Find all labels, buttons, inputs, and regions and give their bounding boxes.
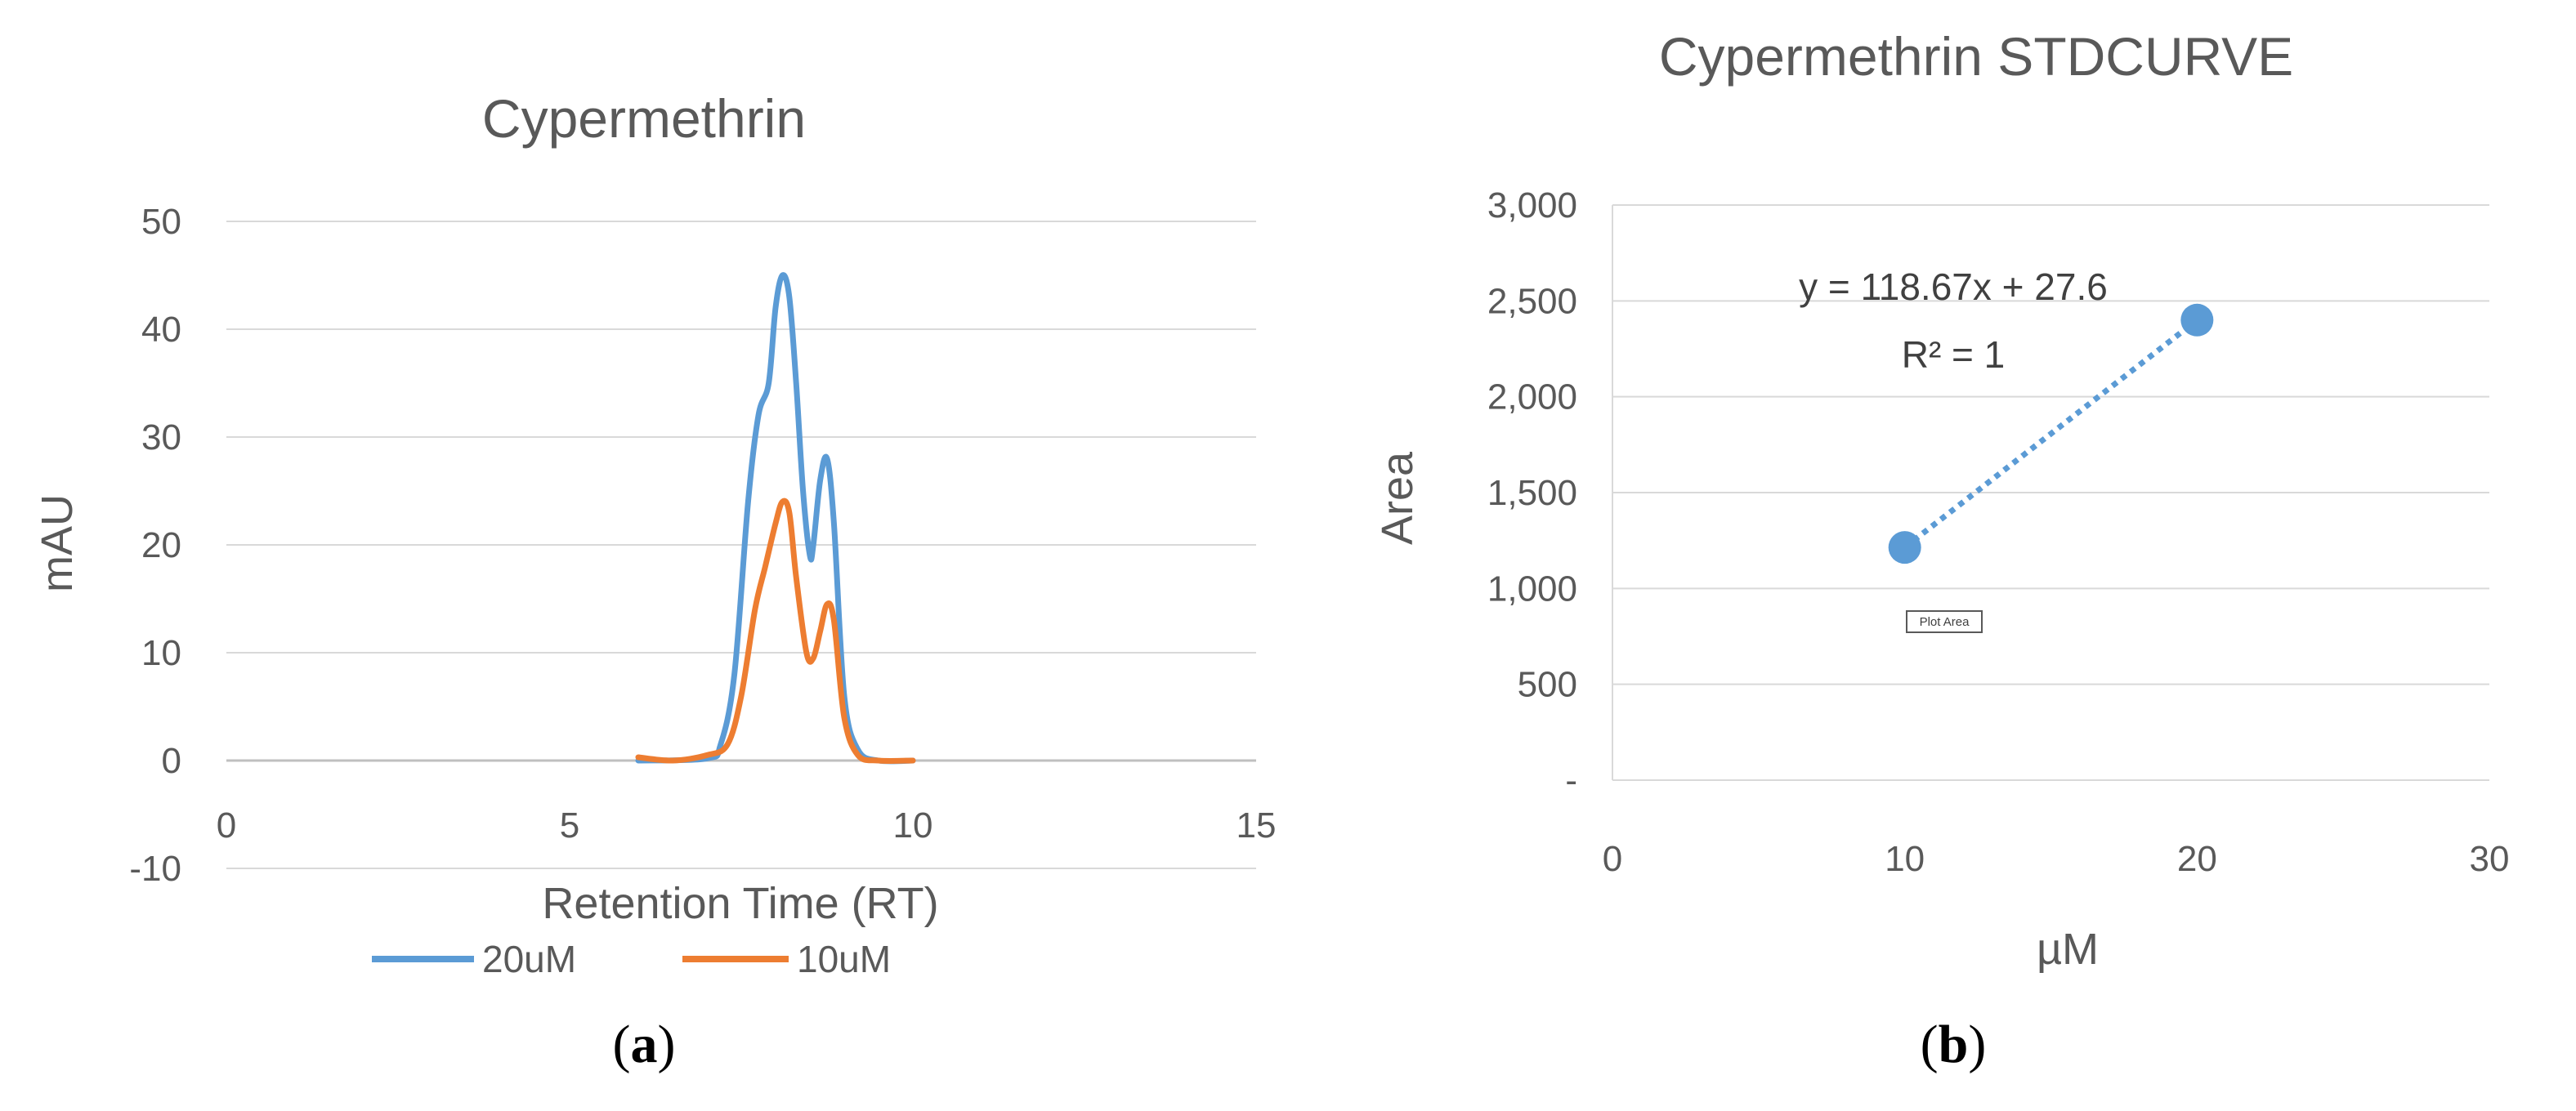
- r-squared-label: R² = 1: [1902, 333, 2006, 376]
- chart-b-x-tick-label: 10: [1885, 839, 1925, 879]
- chart-a-series-line-10uM: [635, 497, 916, 764]
- chart-a-x-tick-label: 0: [217, 805, 236, 846]
- chart-a-title: Cypermethrin: [482, 88, 806, 149]
- chart-a-y-tick-label: 30: [141, 417, 181, 457]
- trendline-equation: y = 118.67x + 27.6: [1799, 265, 2108, 308]
- chart-b-data-point: [1888, 531, 1921, 564]
- plot-area-tooltip-text: Plot Area: [1920, 615, 1970, 629]
- chart-b: Cypermethrin STDCURVE - 500 1,000 1,500 2,00…: [1373, 26, 2509, 1074]
- legend-label-10uM: 10uM: [797, 938, 891, 980]
- chart-a-y-tick-label: 0: [162, 741, 181, 781]
- chart-a-x-tick-labels: 0 5 10 15: [217, 805, 1277, 846]
- chart-b-data-point: [2180, 303, 2214, 337]
- chart-b-y-tick-labels: - 500 1,000 1,500 2,000 2,500 3,000: [1487, 185, 1577, 801]
- chart-b-trendline: [1903, 318, 2199, 550]
- chart-a-x-tick-label: 5: [560, 805, 579, 846]
- chart-a-x-tick-label: 10: [893, 805, 933, 846]
- chart-a-series: [635, 272, 916, 765]
- caption-b: (b): [1921, 1015, 1987, 1074]
- chart-b-y-tick-label: 2,000: [1487, 377, 1577, 417]
- legend-label-20uM: 20uM: [482, 938, 576, 980]
- chart-a-x-tick-label: 15: [1237, 805, 1277, 846]
- chart-a-legend: 20uM 10uM: [372, 938, 891, 980]
- chart-b-y-tick-label: 500: [1518, 665, 1577, 705]
- chart-b-x-tick-label: 30: [2470, 839, 2510, 879]
- caption-b-letter: b: [1939, 1015, 1969, 1074]
- chart-a: Cypermethrin -10 0 10 20 30 40 50 0 5 10 15 mAU R…: [33, 88, 1276, 1074]
- caption-a-letter: a: [631, 1015, 658, 1074]
- chart-a-x-axis-label: Retention Time (RT): [542, 879, 938, 928]
- chart-a-y-tick-label: 40: [141, 310, 181, 350]
- chart-b-y-tick-label: 3,000: [1487, 185, 1577, 225]
- chart-a-y-tick-label: 10: [141, 633, 181, 673]
- chart-a-y-tick-label: 20: [141, 525, 181, 565]
- chart-a-y-tick-labels: -10 0 10 20 30 40 50: [129, 202, 181, 889]
- chart-a-y-tick-label: -10: [129, 849, 181, 889]
- chart-b-y-tick-label: 2,500: [1487, 281, 1577, 321]
- chart-a-gridlines: [226, 221, 1256, 869]
- chart-b-x-tick-labels: 0 10 20 30: [1603, 839, 2510, 879]
- chart-b-y-tick-label: 1,000: [1487, 569, 1577, 609]
- chart-b-y-tick-label: -: [1565, 761, 1577, 801]
- chart-b-x-axis-label: µM: [2037, 925, 2099, 974]
- chart-a-y-tick-label: 50: [141, 202, 181, 242]
- chart-b-title: Cypermethrin STDCURVE: [1659, 26, 2293, 87]
- chart-b-y-axis-label: Area: [1373, 451, 1422, 545]
- chart-b-x-tick-label: 20: [2177, 839, 2217, 879]
- chart-b-series: [1888, 303, 2214, 564]
- chart-b-x-tick-label: 0: [1603, 839, 1622, 879]
- chart-a-y-axis-label: mAU: [33, 494, 82, 592]
- chart-b-y-tick-label: 1,500: [1487, 473, 1577, 513]
- chart-b-gridlines: [1612, 204, 2489, 781]
- caption-a: (a): [613, 1015, 676, 1074]
- plot-area-tooltip: Plot Area: [1906, 610, 1983, 633]
- chart-a-series-line-20uM: [635, 272, 916, 765]
